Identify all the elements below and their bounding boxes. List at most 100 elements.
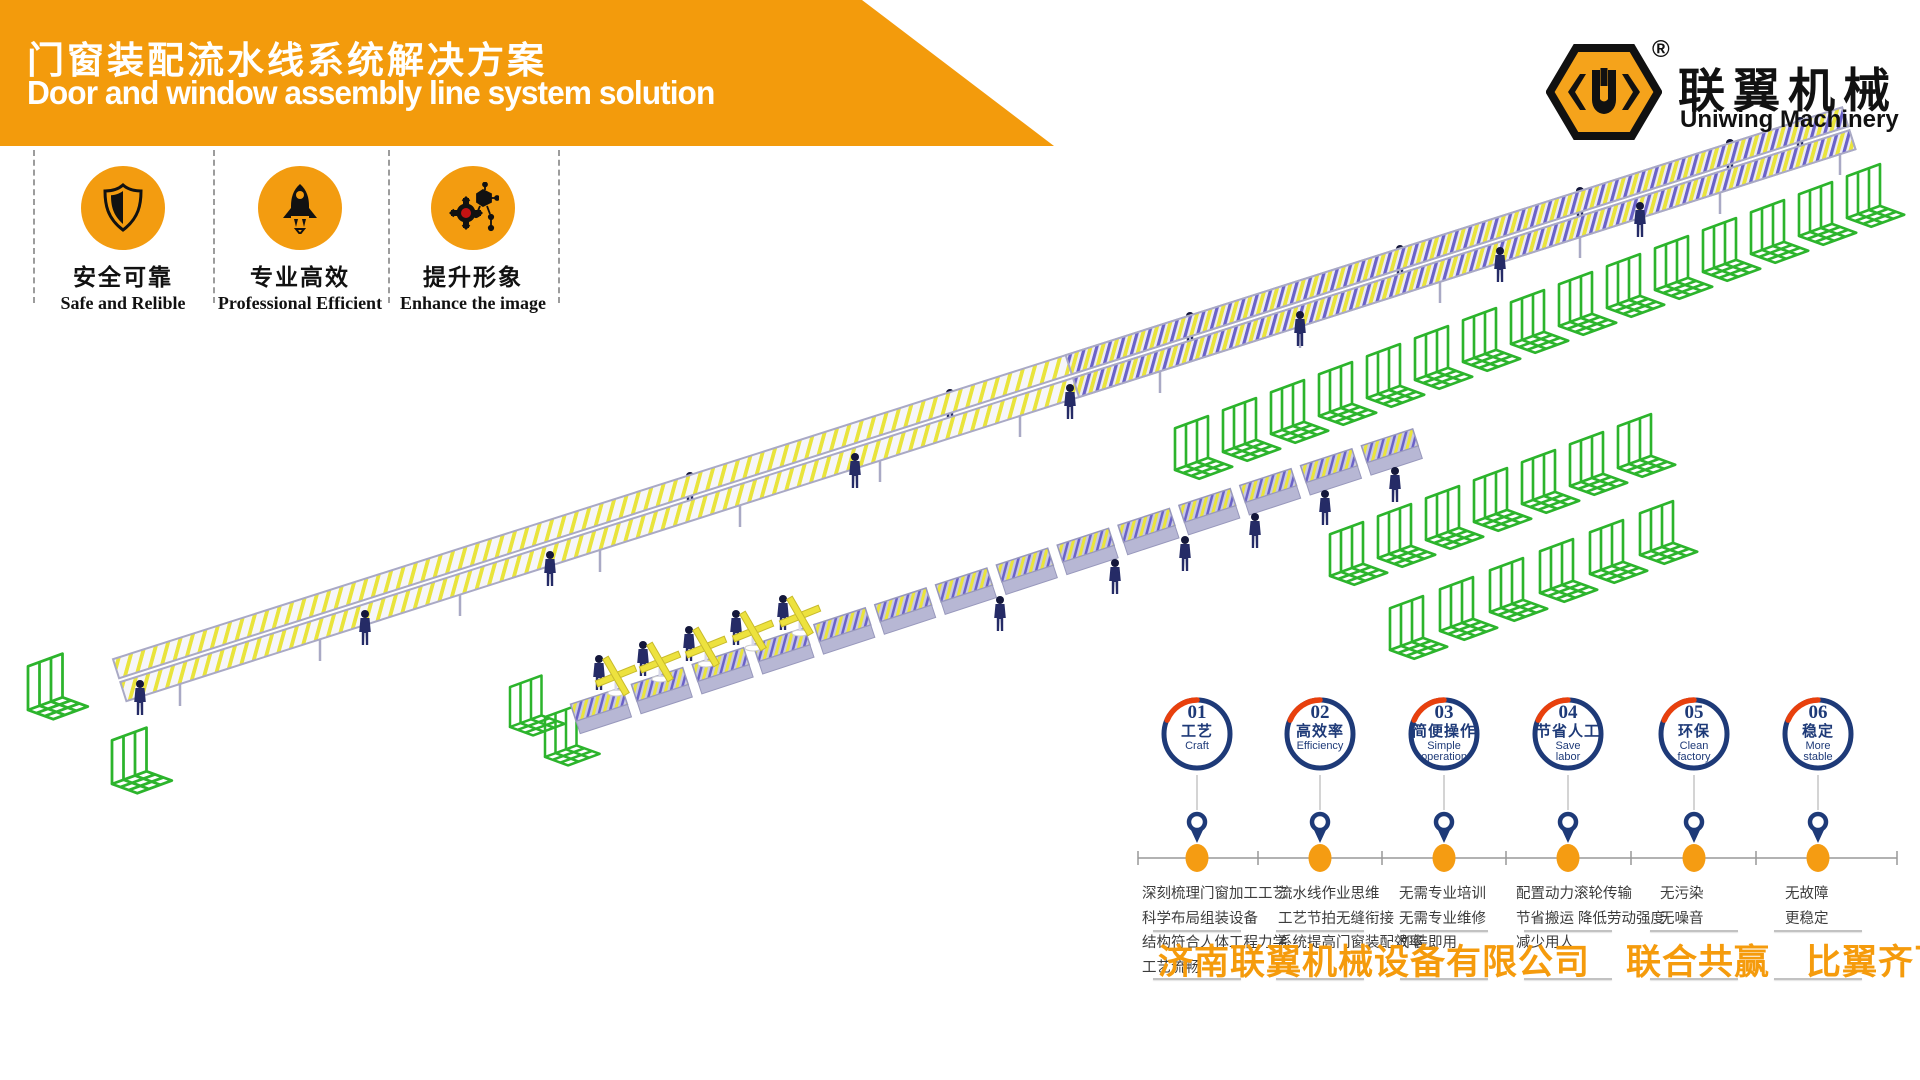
divider — [1400, 978, 1488, 980]
logo-name-zh: 联翼机械 — [1678, 64, 1898, 117]
company-logo: ® 联翼机械 Uniwing Machinery — [1546, 36, 1906, 145]
page-title-zh: 门窗装配流水线系统解决方案 — [27, 40, 547, 81]
benefit-number: 04 — [1558, 702, 1578, 723]
desc-line: 科学布局组装设备 — [1142, 910, 1258, 927]
divider — [1650, 978, 1738, 980]
benefit-number: 02 — [1310, 702, 1330, 723]
conveyor-upper — [111, 106, 1857, 703]
benefit-desc-save-labor: 配置动力滚轮传输 节省搬运 降低劳动强度 减少用人 — [1516, 882, 1665, 956]
divider — [1153, 930, 1241, 932]
glass-racks-left — [26, 652, 601, 795]
slogan-1: 联合共赢 — [1626, 943, 1771, 982]
slogan-2: 比翼齐飞 — [1806, 943, 1920, 982]
desc-line: 减少用人 — [1516, 935, 1574, 951]
ring-icon — [1782, 697, 1854, 771]
registered-mark: ® — [1652, 36, 1670, 63]
footer-slogan: 济南联翼机械设备有限公司 联合共赢 比翼齐飞 — [1158, 934, 1920, 985]
feature-label-zh: 专业高效 — [250, 265, 350, 290]
ring-icon — [1408, 697, 1480, 771]
logo-name-en: Uniwing Machinery — [1680, 106, 1899, 133]
desc-line: 即装即用 — [1399, 935, 1457, 951]
feature-circle — [258, 166, 342, 250]
benefit-label-en: More stable — [1803, 740, 1833, 763]
divider — [1774, 978, 1862, 980]
timeline-connectors — [1196, 775, 1819, 810]
benefit-label-zh: 简便操作 — [1411, 723, 1476, 740]
benefit-label-zh: 工艺 — [1180, 723, 1213, 740]
company-name: 济南联翼机械设备有限公司 — [1158, 943, 1591, 982]
benefit-label-zh: 高效率 — [1295, 723, 1344, 740]
benefit-circle-stable: 06 稳定 More stable — [1770, 696, 1866, 772]
desc-line: 工艺流畅 — [1142, 959, 1200, 976]
feature-circle — [431, 166, 515, 250]
divider — [1276, 930, 1364, 932]
page-title-en: Door and window assembly line system sol… — [27, 74, 715, 111]
divider — [1524, 978, 1612, 980]
feature-label-zh: 提升形象 — [423, 265, 523, 290]
feature-label-en: Enhance the image — [400, 293, 546, 313]
feature-label-zh: 安全可靠 — [73, 265, 173, 290]
benefit-number: 05 — [1684, 702, 1704, 723]
benefit-desc-simple: 无需专业培训 无需专业维修 即装即用 — [1399, 882, 1486, 956]
divider — [33, 150, 35, 303]
divider — [1524, 930, 1612, 932]
benefit-label-zh: 环保 — [1677, 723, 1710, 740]
shield-icon — [103, 182, 143, 232]
benefit-label-en: Efficiency — [1296, 740, 1344, 752]
logo-hexagon-icon — [1546, 44, 1662, 140]
desc-line: 配置动力滚轮传输 — [1516, 886, 1632, 902]
divider — [1400, 930, 1488, 932]
divider — [213, 150, 215, 303]
divider — [388, 150, 390, 303]
benefit-circle-simple: 03 简便操作 Simple operation — [1396, 696, 1492, 772]
benefit-desc-stable: 无故障 更稳定 — [1785, 882, 1829, 931]
ring-icon — [1532, 697, 1604, 771]
ring-icon — [1284, 697, 1356, 771]
desc-line: 无需专业维修 — [1399, 910, 1486, 927]
divider — [558, 150, 560, 303]
ring-icon — [1658, 697, 1730, 771]
benefit-circle-clean: 05 环保 Clean factory — [1646, 696, 1742, 772]
desc-line: 工艺节拍无缝衔接 — [1278, 910, 1394, 927]
desc-line: 结构符合人体工程力学 — [1142, 935, 1287, 951]
gear-network-icon — [449, 182, 499, 232]
benefit-label-en: Save labor — [1555, 740, 1581, 763]
desc-line: 系统提高门窗装配效率 — [1278, 935, 1423, 951]
benefit-circle-craft: 01 工艺 Craft — [1149, 696, 1245, 772]
benefit-label-en: Simple operation — [1421, 740, 1467, 763]
benefit-desc-clean: 无污染 无噪音 — [1660, 882, 1704, 931]
benefit-desc-efficiency: 流水线作业思维 工艺节拍无缝衔接 系统提高门窗装配效率 — [1278, 882, 1423, 956]
benefit-label-en: Craft — [1185, 740, 1209, 752]
desc-line: 无需专业培训 — [1399, 886, 1486, 902]
benefit-number: 03 — [1434, 702, 1454, 723]
benefit-label-zh: 稳定 — [1801, 723, 1834, 740]
feature-card-professional: 专业高效 Professional Efficient — [215, 150, 385, 314]
ring-icon — [1161, 697, 1233, 771]
benefit-circle-save-labor: 04 节省人工 Save labor — [1520, 696, 1616, 772]
divider — [1650, 930, 1738, 932]
feature-card-image: 提升形象 Enhance the image — [388, 150, 558, 314]
feature-label-en: Safe and Relible — [60, 293, 186, 313]
desc-line: 无故障 — [1785, 886, 1829, 902]
benefit-desc-craft: 深刻梳理门窗加工工艺 科学布局组装设备 结构符合人体工程力学 工艺流畅 — [1142, 882, 1287, 980]
rocket-icon — [283, 184, 317, 234]
divider — [1276, 978, 1364, 980]
desc-line: 流水线作业思维 — [1278, 886, 1380, 902]
desc-line: 更稳定 — [1785, 910, 1829, 927]
desc-line: 深刻梳理门窗加工工艺 — [1142, 886, 1287, 902]
timeline-ticks — [1137, 851, 1898, 865]
timeline-dots — [1185, 844, 1830, 872]
feature-label-en: Professional Efficient — [217, 293, 383, 313]
title-banner: 门窗装配流水线系统解决方案 Door and window assembly l… — [0, 0, 1054, 146]
divider — [1774, 930, 1862, 932]
desc-line: 无噪音 — [1660, 910, 1704, 927]
benefit-number: 06 — [1808, 702, 1828, 723]
benefit-number: 01 — [1187, 702, 1207, 723]
feature-card-safe: 安全可靠 Safe and Relible — [38, 150, 208, 314]
desc-line: 无污染 — [1660, 886, 1704, 902]
benefit-circle-efficiency: 02 高效率 Efficiency — [1272, 696, 1368, 772]
benefit-label-en: Clean factory — [1677, 740, 1711, 763]
divider — [1153, 978, 1241, 980]
